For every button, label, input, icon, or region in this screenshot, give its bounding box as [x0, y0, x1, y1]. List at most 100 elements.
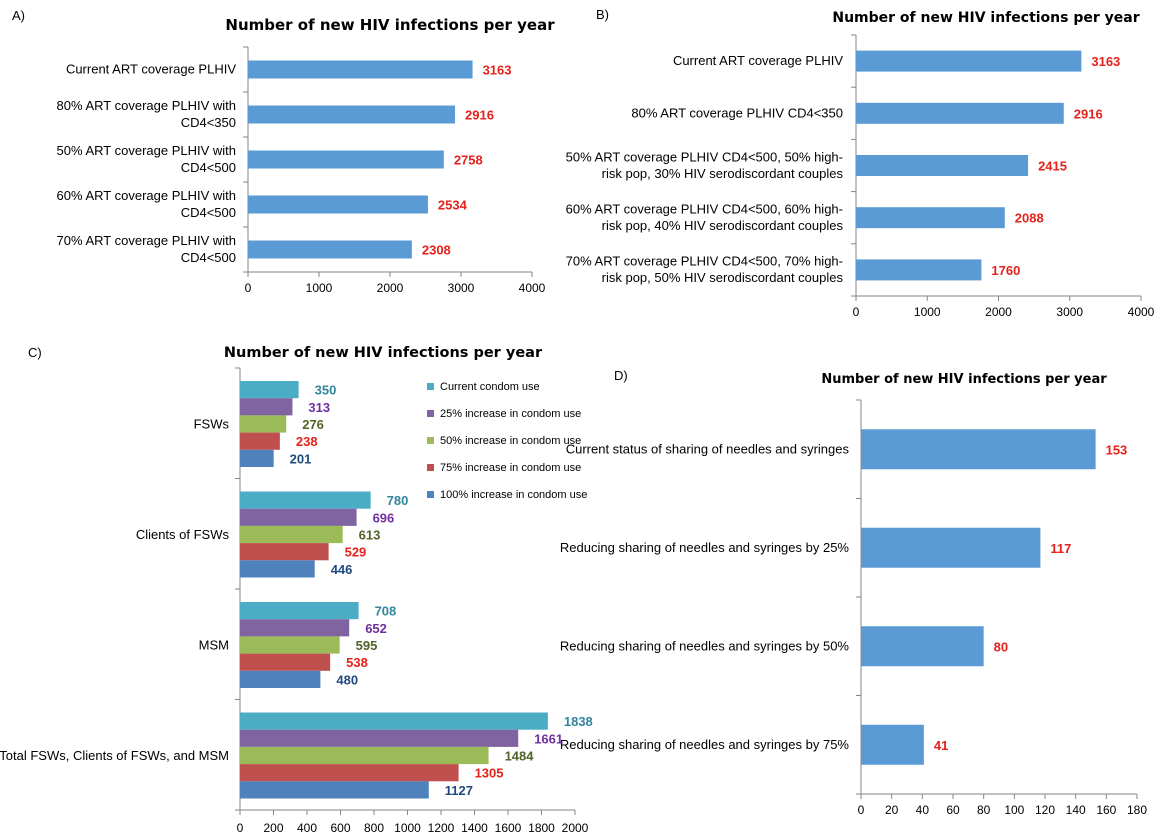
category-label: Current ART coverage PLHIV [673, 53, 843, 68]
panel-d: D) Number of new HIV infections per year 0… [560, 368, 1147, 817]
bar-value-label: 2758 [454, 153, 483, 168]
bar-value-label: 652 [365, 621, 387, 636]
category-label: 60% ART coverage PLHIV CD4<500, 60% high… [566, 201, 843, 216]
bar-value-label: 3163 [483, 63, 512, 78]
panel-c: C) Number of new HIV infections per year 0… [0, 345, 593, 835]
x-tick-label: 1000 [914, 305, 941, 319]
bar-value-label: 480 [336, 672, 358, 687]
x-tick-label: 1800 [528, 821, 555, 835]
category-label: CD4<350 [181, 115, 236, 130]
x-tick-label: 180 [1127, 803, 1147, 817]
bar [240, 525, 343, 544]
bar-value-label: 2916 [465, 108, 494, 123]
bar [240, 619, 350, 637]
bar-value-label: 696 [373, 510, 395, 525]
bar [240, 449, 274, 467]
x-tick-label: 140 [1066, 803, 1086, 817]
bar [248, 60, 473, 79]
category-label: risk pop, 50% HIV serodiscordant couples [602, 270, 844, 285]
category-label: FSWs [194, 416, 230, 431]
x-tick-label: 1600 [495, 821, 522, 835]
bar [240, 543, 329, 561]
bar [856, 207, 1005, 229]
category-label: Current ART coverage PLHIV [66, 62, 236, 77]
chart-title: Number of new HIV infections per year [225, 16, 555, 34]
bar-value-label: 1484 [505, 749, 535, 764]
chart-title: Number of new HIV infections per year [224, 345, 543, 361]
legend-swatch [427, 410, 434, 417]
bar-value-label: 708 [375, 604, 397, 619]
panel-letter: C) [28, 345, 42, 360]
bar-value-label: 613 [359, 528, 381, 543]
category-label: 50% ART coverage PLHIV with [57, 143, 236, 158]
bar [248, 105, 456, 124]
bar-value-label: 446 [331, 562, 353, 577]
category-label: 70% ART coverage PLHIV with [57, 233, 236, 248]
bar [240, 508, 357, 526]
bar-value-label: 2534 [438, 198, 468, 213]
category-label: Reducing sharing of needles and syringes… [560, 638, 850, 653]
bar-value-label: 2415 [1038, 159, 1067, 174]
x-tick-label: 0 [853, 305, 860, 319]
bar [856, 155, 1029, 176]
category-label: CD4<500 [181, 250, 236, 265]
bar-value-label: 80 [994, 639, 1008, 654]
x-tick-label: 100 [1004, 803, 1024, 817]
category-label: Reducing sharing of needles and syringes… [560, 540, 850, 555]
x-tick-label: 160 [1096, 803, 1116, 817]
category-label: 80% ART coverage PLHIV with [57, 98, 236, 113]
legend-label: 25% increase in condom use [440, 408, 581, 420]
x-tick-label: 80 [977, 803, 991, 817]
bar [240, 670, 321, 688]
legend-label: 100% increase in condom use [440, 489, 587, 501]
bar-value-label: 1661 [534, 731, 563, 746]
bar-value-label: 2916 [1074, 106, 1103, 121]
chart-title: Number of new HIV infections per year [821, 372, 1107, 387]
bar [856, 102, 1064, 124]
legend-swatch [427, 437, 434, 444]
category-label: MSM [199, 637, 229, 652]
bar-value-label: 313 [308, 400, 330, 415]
legend: Current condom use 25% increase in condom… [427, 381, 587, 501]
bar-value-label: 1760 [991, 263, 1020, 278]
x-tick-label: 0 [245, 281, 252, 295]
x-tick-label: 0 [858, 803, 865, 817]
legend-swatch [427, 464, 434, 471]
bar [248, 240, 412, 259]
bar [248, 195, 428, 214]
bar-value-label: 1838 [564, 714, 593, 729]
x-tick-label: 1400 [461, 821, 488, 835]
panel-letter: D) [614, 368, 628, 383]
bar [240, 560, 315, 578]
bar-value-label: 238 [296, 434, 318, 449]
bar-value-label: 2088 [1015, 211, 1044, 226]
bar-value-label: 595 [356, 638, 378, 653]
x-tick-label: 800 [364, 821, 384, 835]
bar-value-label: 276 [302, 417, 324, 432]
bar-value-label: 153 [1106, 442, 1128, 457]
bar [240, 381, 299, 399]
x-tick-label: 1000 [306, 281, 333, 295]
panel-b: B) Number of new HIV infections per year 0… [566, 7, 1155, 319]
bar [240, 729, 519, 747]
x-tick-label: 4000 [1128, 305, 1155, 319]
chart-title: Number of new HIV infections per year [832, 10, 1139, 26]
bar-value-label: 117 [1050, 541, 1071, 556]
x-tick-label: 3000 [448, 281, 475, 295]
category-label: risk pop, 30% HIV serodiscordant couples [602, 166, 844, 181]
category-label: Total FSWs, Clients of FSWs, and MSM [0, 748, 229, 763]
category-label: CD4<500 [181, 205, 236, 220]
category-label: 50% ART coverage PLHIV CD4<500, 50% high… [566, 149, 843, 164]
bar [240, 602, 359, 620]
bar [856, 50, 1082, 72]
panel-letter: B) [596, 7, 609, 22]
category-label: 80% ART coverage PLHIV CD4<350 [631, 105, 843, 120]
bar [240, 491, 371, 509]
x-tick-label: 200 [263, 821, 283, 835]
bar-value-label: 2308 [422, 243, 451, 258]
bar [240, 415, 287, 433]
bar [240, 712, 548, 730]
bar [240, 432, 280, 450]
bar-value-label: 529 [345, 545, 367, 560]
